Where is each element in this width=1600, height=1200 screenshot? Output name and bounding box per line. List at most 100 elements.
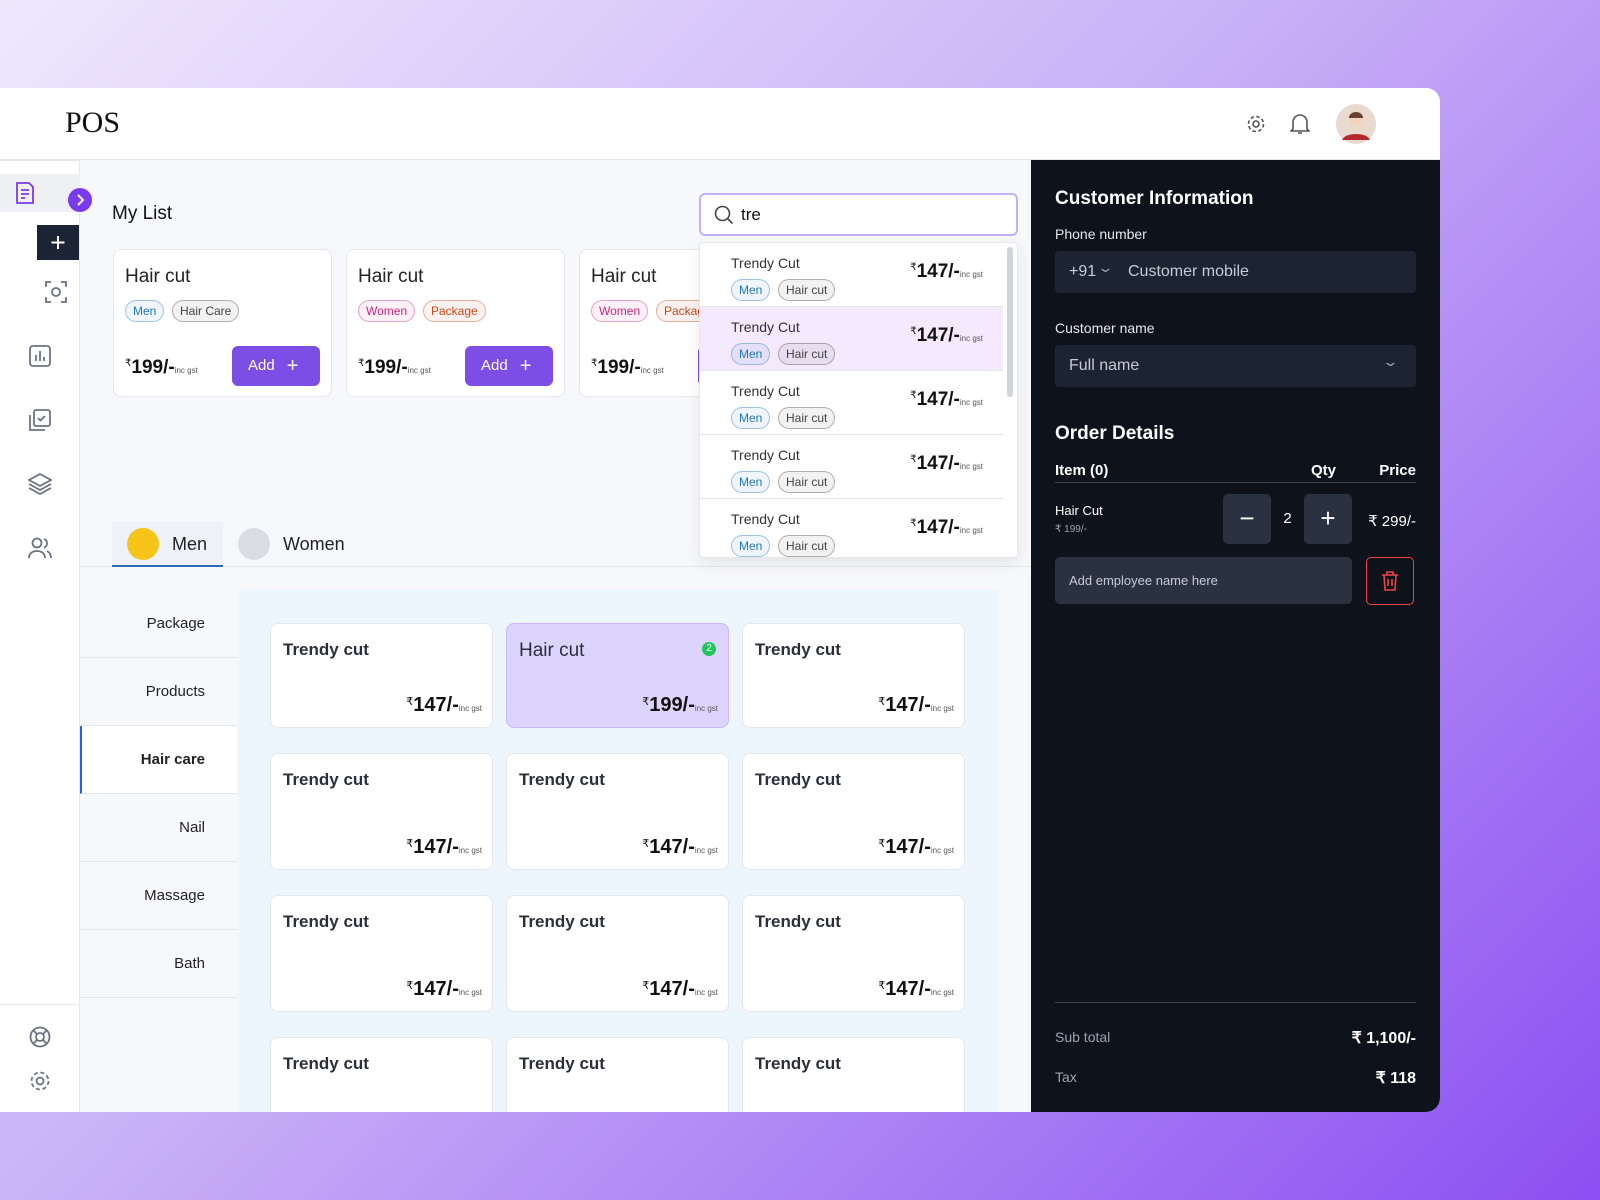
- price-value: 147/-: [885, 978, 931, 1000]
- tax-note: inc gst: [959, 398, 983, 407]
- currency: ₹: [878, 838, 886, 850]
- icon-tasks[interactable]: [29, 409, 51, 431]
- icon-reports[interactable]: [29, 345, 51, 367]
- price: ₹147/-inc gst: [642, 836, 718, 859]
- phone-input[interactable]: +91 ⌄ Customer mobile: [1055, 251, 1416, 293]
- add-button[interactable]: Add +: [465, 346, 553, 386]
- sidebar-toggle[interactable]: [68, 188, 92, 212]
- service-card[interactable]: Hair cut ₹199/-inc gst 2: [506, 623, 729, 728]
- service-card[interactable]: Trendy cut₹147/-inc gst: [506, 1037, 729, 1112]
- tax-note: inc gst: [959, 462, 983, 471]
- sidebar-active[interactable]: [0, 174, 80, 212]
- service-card[interactable]: Trendy cut₹147/-inc gst: [742, 623, 965, 728]
- service-card[interactable]: Trendy cut₹147/-inc gst: [742, 895, 965, 1012]
- icon-plus[interactable]: [37, 225, 79, 260]
- column-head: Price: [1379, 462, 1416, 479]
- result-row[interactable]: Trendy Cut Men Hair cut ₹147/-inc gst: [700, 371, 1003, 435]
- currency: ₹: [910, 262, 917, 273]
- trash-icon: [1382, 571, 1398, 591]
- price: ₹199/-inc gst: [642, 694, 718, 717]
- category[interactable]: Bath: [80, 930, 237, 998]
- delete-button[interactable]: [1366, 557, 1414, 605]
- icon-support[interactable]: [29, 1026, 51, 1048]
- icon-layers[interactable]: [28, 473, 52, 495]
- result-row[interactable]: Trendy Cut Men Hair cut ₹147/-inc gst: [700, 307, 1003, 371]
- gender-tab[interactable]: Women: [223, 522, 361, 567]
- price: ₹147/-inc gst: [406, 836, 482, 859]
- currency: ₹: [406, 980, 414, 992]
- price: ₹147/-inc gst: [878, 978, 954, 1001]
- service-card[interactable]: Trendy cut₹147/-inc gst: [742, 1037, 965, 1112]
- tag: Men: [731, 471, 771, 493]
- service-card[interactable]: Trendy cut₹147/-inc gst: [270, 623, 493, 728]
- qty-minus[interactable]: −: [1223, 494, 1271, 544]
- category[interactable]: Products: [80, 658, 237, 726]
- service-card[interactable]: Trendy cut₹147/-inc gst: [506, 753, 729, 870]
- price-value: 147/-: [916, 261, 960, 282]
- tax-note: inc gst: [640, 366, 664, 375]
- category[interactable]: Hair care: [80, 726, 237, 794]
- scrollbar: [1007, 247, 1013, 397]
- employee-input[interactable]: Add employee name here: [1055, 557, 1352, 604]
- service-grid: Trendy cut ₹147/-inc gst Hair cut ₹199/-inc…: [238, 590, 998, 1112]
- price-value: 199/-: [364, 357, 408, 378]
- currency: ₹: [406, 838, 414, 850]
- price-value: 147/-: [916, 389, 960, 410]
- price-value: 147/-: [916, 325, 960, 346]
- tax-note: inc gst: [959, 526, 983, 535]
- service-name: Trendy cut: [283, 770, 369, 789]
- result-row[interactable]: Trendy Cut Men Hair cut ₹147/-inc gst: [700, 435, 1003, 499]
- category[interactable]: Nail: [80, 794, 237, 862]
- category[interactable]: Massage: [80, 862, 237, 930]
- service-card[interactable]: Trendy cut ₹147/-inc gst: [270, 753, 493, 870]
- icon-bell[interactable]: [1290, 113, 1310, 135]
- gender-tab[interactable]: Men: [112, 522, 224, 567]
- tag: Women: [358, 300, 416, 322]
- tax-note: inc gst: [930, 988, 954, 997]
- currency: ₹: [878, 696, 886, 708]
- service-card[interactable]: Trendy cut₹147/-inc gst: [270, 895, 493, 1012]
- name-input[interactable]: Full name ⌄: [1055, 345, 1416, 387]
- currency: ₹: [910, 390, 917, 401]
- item-name: Hair Cut: [1055, 503, 1103, 518]
- column-head: Qty: [1311, 462, 1337, 479]
- tag: Men: [731, 343, 771, 365]
- tax-note: inc gst: [458, 988, 482, 997]
- tag: Men: [731, 535, 771, 557]
- section-title: My List: [112, 203, 173, 224]
- dropdown-caret: ⌄: [1381, 354, 1400, 369]
- tag: Men: [731, 279, 771, 301]
- icon-gear[interactable]: [1246, 114, 1266, 134]
- icon-scan[interactable]: [45, 281, 67, 303]
- price: ₹199/-inc gst: [358, 357, 431, 379]
- tax-note: inc gst: [959, 270, 983, 279]
- country-code: +91: [1069, 263, 1097, 280]
- tag: Men: [731, 407, 771, 429]
- panel-title: Order Details: [1055, 423, 1175, 444]
- tax-note: inc gst: [174, 366, 198, 375]
- add-button[interactable]: Add +: [232, 346, 320, 386]
- service-card[interactable]: Trendy cut₹147/-inc gst: [742, 753, 965, 870]
- result-row[interactable]: Trendy Cut Men Hair cut ₹147/-inc gst: [700, 243, 1003, 307]
- tag: Hair Care: [172, 300, 240, 322]
- result-row[interactable]: Trendy Cut Men Hair cut ₹147/-inc gst: [700, 499, 1003, 557]
- qty-plus[interactable]: +: [1304, 494, 1352, 544]
- tag: Hair cut: [778, 471, 836, 493]
- field-label: Customer name: [1055, 320, 1155, 336]
- price-value: 147/-: [413, 836, 459, 858]
- price-value: 147/-: [885, 694, 931, 716]
- avatar[interactable]: [1336, 104, 1376, 144]
- service-card[interactable]: Trendy cut₹147/-inc gst: [506, 895, 729, 1012]
- service-card[interactable]: Trendy cut₹147/-inc gst: [270, 1037, 493, 1112]
- column-head: Item (0): [1055, 462, 1109, 479]
- qty-value: 2: [1283, 510, 1292, 527]
- price-value: 147/-: [649, 836, 695, 858]
- icon-settings[interactable]: [29, 1070, 51, 1092]
- currency: ₹: [910, 454, 917, 465]
- search-box[interactable]: tre: [699, 193, 1018, 236]
- price: ₹147/-inc gst: [910, 389, 983, 411]
- icon-users[interactable]: [28, 537, 52, 559]
- category[interactable]: Package: [80, 590, 237, 658]
- summary-value: ₹ 118: [1375, 1070, 1416, 1087]
- window: My List Hair cut Men Hair Care ₹199/-inc gst…: [0, 88, 1440, 1112]
